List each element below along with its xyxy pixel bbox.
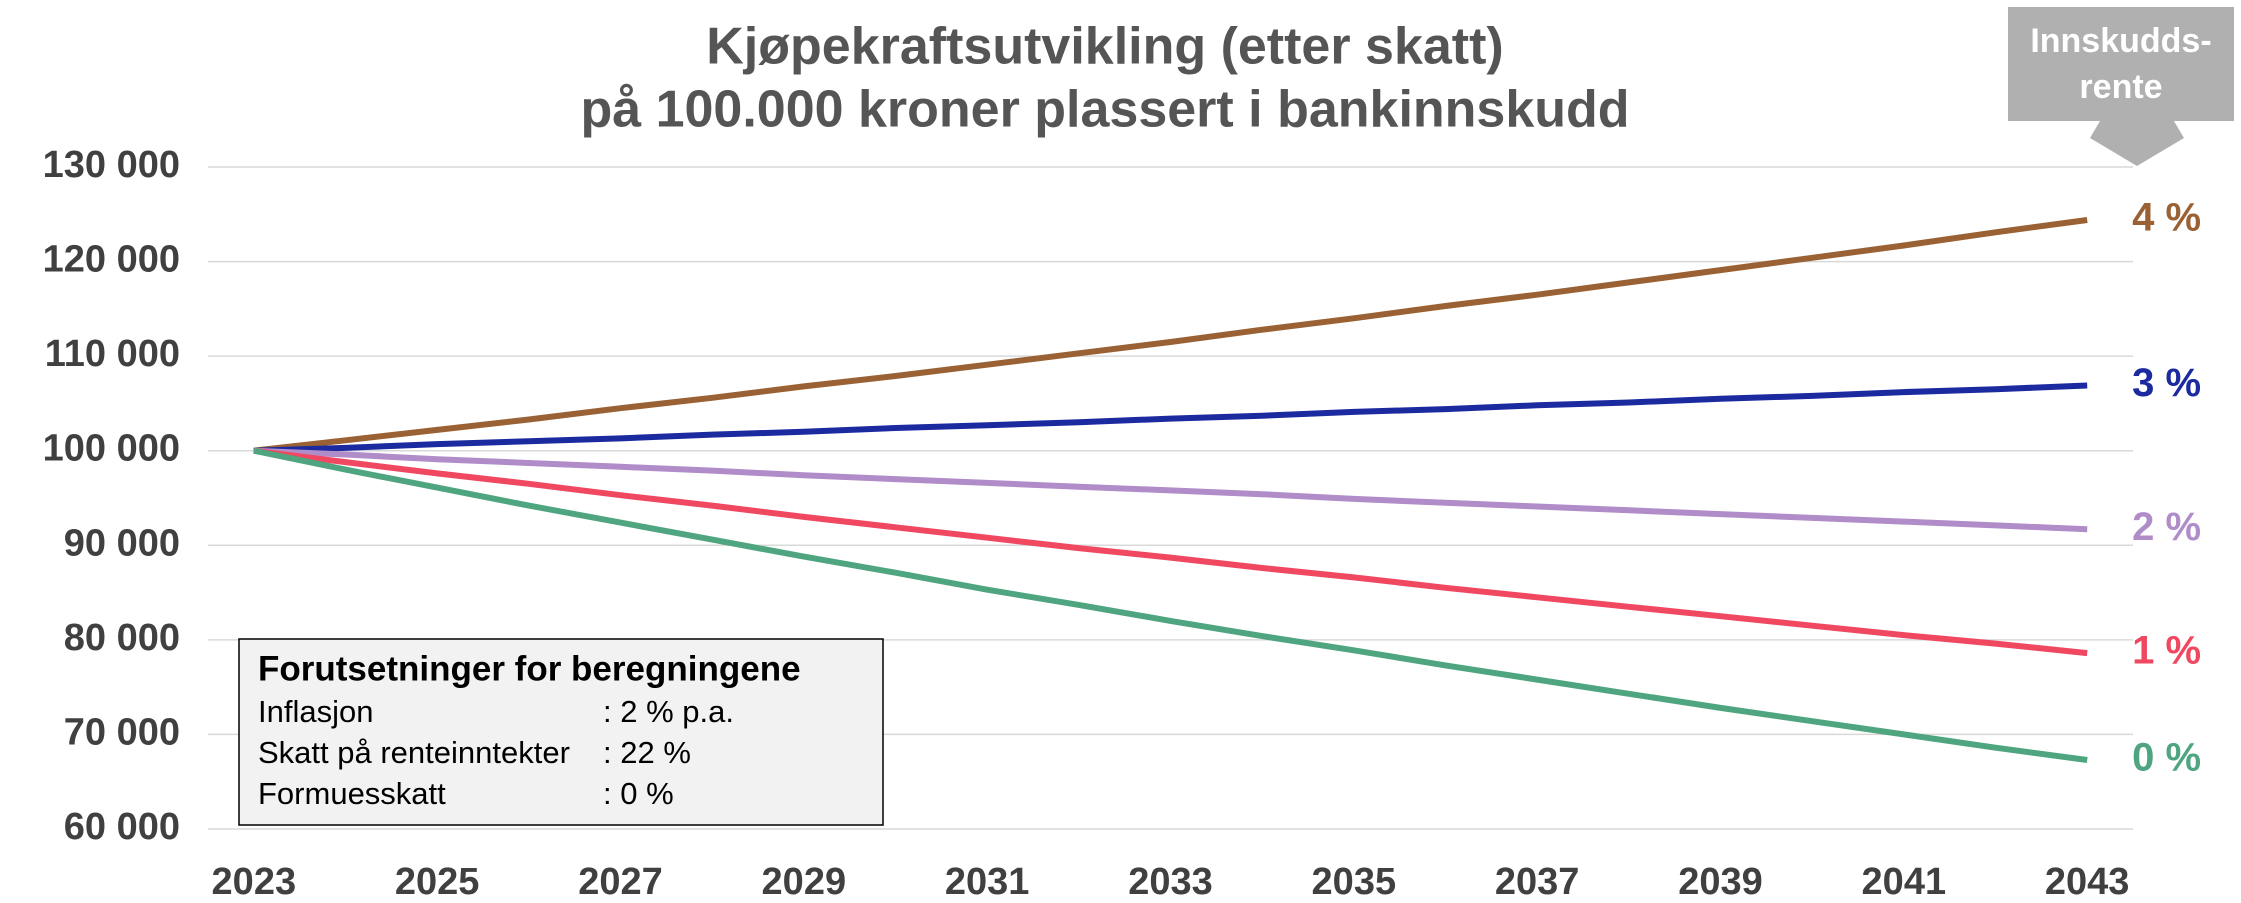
annotation-box <box>2008 7 2234 121</box>
x-tick-label: 2031 <box>945 861 1030 903</box>
annotation-text: Innskudds- <box>2030 22 2211 60</box>
series-label: 4 % <box>2132 196 2201 240</box>
series-line <box>253 447 2088 533</box>
notes-cell: : 0 % <box>603 776 674 811</box>
series-line <box>253 447 2088 657</box>
notes-heading: Forutsetninger for beregningene <box>258 649 801 688</box>
y-tick-label: 110 000 <box>45 333 180 375</box>
x-tick-label: 2025 <box>395 861 480 903</box>
y-tick-label: 60 000 <box>64 806 180 848</box>
x-tick-label: 2033 <box>1128 861 1213 903</box>
y-tick-label: 70 000 <box>64 711 180 753</box>
x-tick-label: 2037 <box>1495 861 1580 903</box>
x-tick-label: 2043 <box>2045 861 2130 903</box>
y-tick-label: 90 000 <box>64 522 180 564</box>
series-label: 3 % <box>2132 361 2201 405</box>
notes-box <box>238 638 884 826</box>
y-tick-label: 80 000 <box>64 617 180 659</box>
x-tick-label: 2035 <box>1312 861 1397 903</box>
series-label: 0 % <box>2132 736 2201 780</box>
notes-cell: Skatt på renteinntekter <box>258 735 570 770</box>
series-line <box>253 447 2088 763</box>
y-tick-label: 100 000 <box>43 428 180 470</box>
x-tick-label: 2041 <box>1862 861 1947 903</box>
x-tick-label: 2023 <box>212 861 297 903</box>
annotation-arrow <box>2090 121 2184 166</box>
series-line <box>253 217 2088 454</box>
notes-cell: Inflasjon <box>258 694 373 729</box>
chart-subtitle: på 100.000 kroner plassert i bankinnskud… <box>580 81 1629 139</box>
notes-cell: : 22 % <box>603 735 691 770</box>
annotation-text: rente <box>2079 68 2162 106</box>
series-label: 1 % <box>2132 629 2201 673</box>
chart-title: Kjøpekraftsutvikling (etter skatt) <box>706 18 1504 76</box>
x-tick-label: 2027 <box>578 861 663 903</box>
y-tick-label: 120 000 <box>43 239 180 281</box>
y-tick-label: 130 000 <box>43 144 180 186</box>
series-label: 2 % <box>2132 505 2201 549</box>
x-tick-label: 2029 <box>762 861 847 903</box>
series-line <box>253 382 2088 454</box>
notes-cell: : 2 % p.a. <box>603 694 734 729</box>
x-tick-label: 2039 <box>1678 861 1763 903</box>
notes-cell: Formuesskatt <box>258 776 446 811</box>
